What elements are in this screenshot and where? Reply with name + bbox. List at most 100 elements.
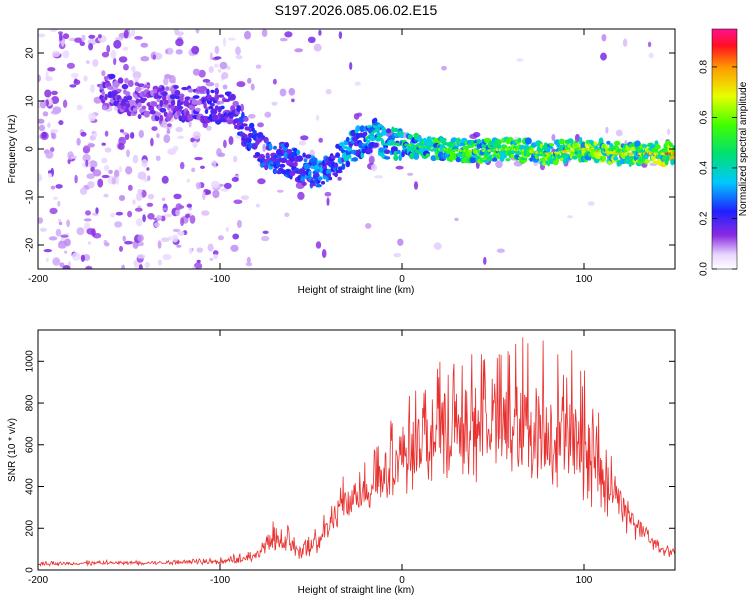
spectrogram-ridge-cell: [151, 101, 158, 107]
spectrogram-cell: [175, 126, 183, 133]
spectrogram-cell: [262, 143, 267, 152]
snr-x-label: Height of straight line (km): [298, 585, 415, 596]
spectrogram-ridge-cell: [216, 100, 220, 105]
spectrogram-ridge-cell: [264, 164, 269, 171]
spectrogram-cell: [104, 147, 112, 153]
snr-y-label: SNR (10 * v/v): [7, 418, 18, 482]
spectrogram-ridge-cell: [517, 137, 522, 142]
spectrogram-ridge-cell: [218, 94, 225, 98]
spectrogram-cell: [188, 247, 193, 255]
spectrogram-ridge-cell: [549, 143, 555, 147]
spectrogram-ridge-cell: [613, 156, 619, 161]
spectrogram-cell: [212, 250, 219, 256]
spectrogram-cell: [85, 159, 89, 167]
spectrogram-ridge-cell: [425, 153, 431, 157]
y-tick-label: 200: [25, 519, 36, 536]
spectrogram-cell: [177, 135, 185, 140]
spectrogram-cell: [147, 193, 155, 200]
spectrogram-cell: [62, 50, 70, 59]
spectrogram-cell: [163, 77, 169, 86]
spectrogram-cell: [326, 197, 330, 206]
spectrogram-cell: [140, 56, 150, 62]
spectrogram-cell: [222, 84, 228, 90]
spectrogram-cell: [87, 241, 92, 245]
spectrogram-cell: [88, 34, 96, 39]
y-tick-label: -10: [25, 189, 36, 204]
spectrogram-ridge-cell: [204, 108, 209, 114]
colorbar-tick-label: 0.4: [699, 161, 710, 175]
spectrogram-cell: [142, 214, 146, 223]
spectrogram-ridge-cell: [345, 160, 351, 168]
colorbar-tick-label: 0.0: [699, 262, 710, 276]
spectrogram-cell: [433, 242, 442, 250]
spectrogram-ridge-cell: [303, 163, 311, 170]
spectrogram-ridge-cell: [179, 95, 184, 103]
snr-x-ticks: -200 -100 0 100: [28, 330, 593, 586]
spectrogram-cell: [114, 169, 120, 179]
spectrogram-ridge-cell: [572, 155, 578, 160]
spectrogram-cell: [62, 99, 68, 109]
y-tick-label: 20: [25, 47, 36, 59]
spectrogram-ridge-cell: [314, 173, 320, 178]
spectrogram-cell: [257, 122, 264, 128]
spectrogram-ridge-cell: [555, 157, 560, 164]
spectrogram-cell: [154, 222, 160, 228]
spectrogram-cell: [129, 132, 135, 139]
spectrogram-cell: [191, 266, 196, 269]
spectrogram-ridge-cell: [462, 145, 470, 150]
spectrogram-cell: [85, 265, 93, 269]
spectrogram-cell: [137, 234, 144, 242]
spectrogram-cell: [131, 65, 136, 73]
spectrogram-ridge-cell: [606, 140, 611, 145]
spectrogram-ridge-peak: [672, 152, 675, 156]
spectrogram-ridge-cell: [346, 154, 352, 159]
spectrogram-cell: [144, 261, 150, 268]
spectrogram-cell: [264, 111, 272, 118]
spectrogram-cell: [55, 184, 63, 189]
x-tick-label: 100: [576, 274, 593, 285]
spectrogram-cell: [137, 171, 147, 180]
spectrogram-cell: [118, 195, 126, 201]
spectrogram-cell: [212, 160, 217, 168]
spectrogram-ridge-cell: [229, 93, 236, 101]
spectrogram-cell: [156, 133, 160, 139]
spectrogram-ridge-cell: [308, 174, 312, 182]
spectrogram-ridge-cell: [598, 137, 604, 145]
spectrogram-ridge-cell: [369, 135, 376, 142]
spectrogram-cell: [284, 212, 290, 218]
spectrogram-ridge-cell: [226, 119, 233, 125]
spectrogram-cell: [48, 236, 58, 241]
spectrogram-cell: [90, 84, 95, 93]
spectrogram-ridge-cell: [132, 107, 138, 112]
spectrogram-cell: [647, 41, 652, 48]
spectrogram-cell: [58, 120, 64, 126]
spectrogram-ridge-cell: [170, 113, 174, 119]
spectrogram-cell: [38, 118, 45, 124]
spectrogram-ridge-cell: [544, 142, 548, 146]
spectrogram-ridge-cell: [413, 152, 420, 160]
spectrogram-ridge-cell: [542, 161, 547, 167]
spectrogram-cell: [167, 123, 172, 127]
spectrogram-ridge-cell: [296, 149, 301, 156]
spectrogram-ridge-cell: [620, 158, 625, 163]
spectrogram-ridge-cell: [139, 83, 143, 87]
spectrogram-cell: [120, 264, 125, 269]
spectrogram-ridge-cell: [359, 125, 365, 133]
spectrogram-cell: [83, 75, 88, 82]
spectrogram-cell: [214, 82, 219, 89]
spectrogram-cell: [92, 132, 98, 138]
spectrogram-cell: [135, 218, 143, 227]
spectrogram-cell: [115, 211, 124, 216]
spectrogram-cell: [177, 230, 185, 236]
spectrogram-cell: [196, 247, 204, 253]
spectrogram-cell: [152, 54, 156, 60]
spectrogram-ridge-cell: [146, 84, 151, 88]
spectrogram-ridge-cell: [469, 156, 477, 164]
spectrogram-cell: [172, 228, 181, 233]
spectrogram-cell: [80, 131, 87, 137]
spectrogram-ridge-cell: [613, 140, 621, 146]
spectrogram-cell: [354, 81, 361, 86]
spectrogram-cell: [298, 140, 307, 146]
spectrogram-ridge-cell: [121, 83, 129, 90]
spectrogram-ridge-cell: [214, 93, 220, 101]
